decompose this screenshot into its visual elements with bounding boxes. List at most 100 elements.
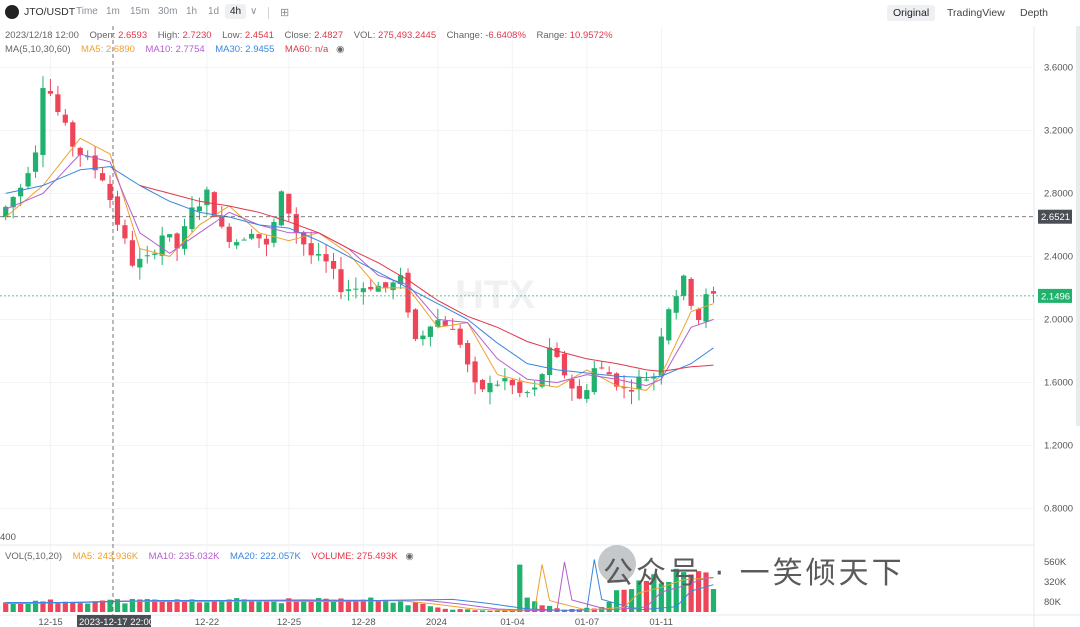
vol-eye-icon[interactable]: ◉ (405, 551, 414, 562)
candle-body (666, 309, 672, 341)
chart-overlay: 2.6521 2023-12-17 22:00 2.1496 (0, 26, 1072, 627)
volume-bar (32, 600, 39, 612)
moving-average-lines (5, 137, 714, 391)
range-value: 10.9572% (569, 30, 613, 41)
interval-1h[interactable]: 1h (186, 6, 198, 17)
candle-body (584, 390, 590, 399)
price-tick-label: 3.6000 (1044, 62, 1073, 73)
candle-body (390, 282, 396, 291)
interval-4h[interactable]: 4h (225, 4, 247, 19)
low-label: Low: (222, 30, 243, 41)
candle-body (330, 261, 337, 269)
volume-value: VOLUME: 275.493K (311, 551, 398, 562)
candle-body (181, 226, 188, 249)
htx-watermark-logo: HTX (455, 273, 535, 317)
volume-bar (248, 601, 255, 612)
candle-body (383, 282, 389, 288)
candle-body (47, 91, 54, 94)
candle-body (591, 368, 597, 393)
open-value: 2.6593 (118, 30, 148, 41)
ohlc-readout: 2023/12/18 12:00 Open: 2.6593 High: 2.72… (5, 30, 613, 41)
close-value: 2.4827 (314, 30, 344, 41)
volume-bar (77, 603, 83, 612)
volume-bar (308, 600, 314, 612)
interval-15m[interactable]: 15m (130, 6, 150, 17)
vol-value: 275,493.2445 (377, 30, 437, 41)
volume-bar (99, 600, 106, 612)
volume-bar (174, 599, 180, 612)
volume-bar (181, 600, 188, 612)
candle-body (427, 326, 433, 337)
volume-bar (360, 599, 366, 612)
volume-bar (152, 599, 158, 612)
candle-body (204, 189, 210, 206)
tab-original[interactable]: Original (887, 5, 936, 21)
candle-body (397, 275, 404, 284)
tab-tradingview[interactable]: TradingView (947, 7, 1005, 19)
candle-body (219, 216, 225, 227)
high-label: High: (157, 30, 180, 41)
candle-body (658, 336, 664, 376)
tab-depth[interactable]: Depth (1020, 7, 1049, 19)
volume-bar (226, 599, 232, 612)
eye-icon[interactable]: ◉ (336, 44, 345, 55)
volume-bar (591, 608, 597, 612)
volume-bar (189, 599, 195, 612)
candle-body (70, 122, 76, 147)
indicator-icon[interactable]: ⊞ (280, 7, 290, 19)
candle-body (710, 291, 717, 294)
coin-logo-icon (5, 5, 19, 19)
volume-bar (420, 603, 426, 612)
chart-background (0, 26, 1080, 627)
candle-body (435, 320, 441, 327)
date-tick-label: 12-15 (38, 617, 62, 627)
volume-tick-label: 560K (1044, 557, 1067, 568)
candle-body (524, 392, 530, 394)
crosshair-price-tag (1038, 209, 1072, 224)
volume-bar (196, 602, 203, 612)
volume-bar (40, 601, 46, 612)
chevron-down-icon[interactable]: ∨ (250, 6, 258, 17)
volume-bar (643, 580, 650, 612)
volume-bar (479, 610, 486, 612)
candle-body (241, 239, 247, 241)
last-price-tag (1038, 288, 1072, 303)
interval-time[interactable]: Time (76, 6, 98, 17)
candle-body (10, 197, 16, 208)
candle-body (3, 206, 9, 218)
price-tick-label: 2.8000 (1044, 188, 1073, 199)
volume-bar (137, 599, 143, 612)
range-label: Range: (536, 30, 568, 41)
volume-bar (62, 601, 68, 612)
volume-bar (323, 598, 329, 612)
candle-body (32, 152, 39, 172)
interval-30m[interactable]: 30m (158, 6, 178, 17)
volume-bar (688, 574, 694, 612)
volume-bar (383, 600, 389, 612)
candle-body (18, 187, 24, 197)
interval-1d[interactable]: 1d (208, 6, 220, 17)
candle-body (681, 275, 687, 296)
interval-1m[interactable]: 1m (106, 6, 120, 17)
ma30-value: MA30: 2.9455 (215, 44, 275, 55)
vol-title: VOL(5,10,20) (5, 551, 63, 562)
change-label: Change: (446, 30, 483, 41)
candle-body (286, 193, 292, 214)
volume-bar (345, 600, 352, 612)
crosshair-price-value: 2.6521 (1041, 212, 1070, 223)
ma60-value: MA60: n/a (284, 44, 329, 55)
candle-body (189, 207, 195, 230)
candle-body (465, 343, 471, 365)
volume-bar (576, 609, 582, 612)
volume-bar (316, 598, 322, 612)
candle-body (472, 361, 478, 383)
symbol-label[interactable]: JTO/USDT (24, 6, 76, 18)
candle-body (248, 233, 255, 239)
candle-body (606, 372, 612, 375)
candle-body (107, 183, 113, 201)
volume-bar (651, 574, 657, 612)
volume-bar (673, 568, 679, 612)
volume-bar (524, 597, 530, 612)
volume-bar (405, 605, 411, 612)
